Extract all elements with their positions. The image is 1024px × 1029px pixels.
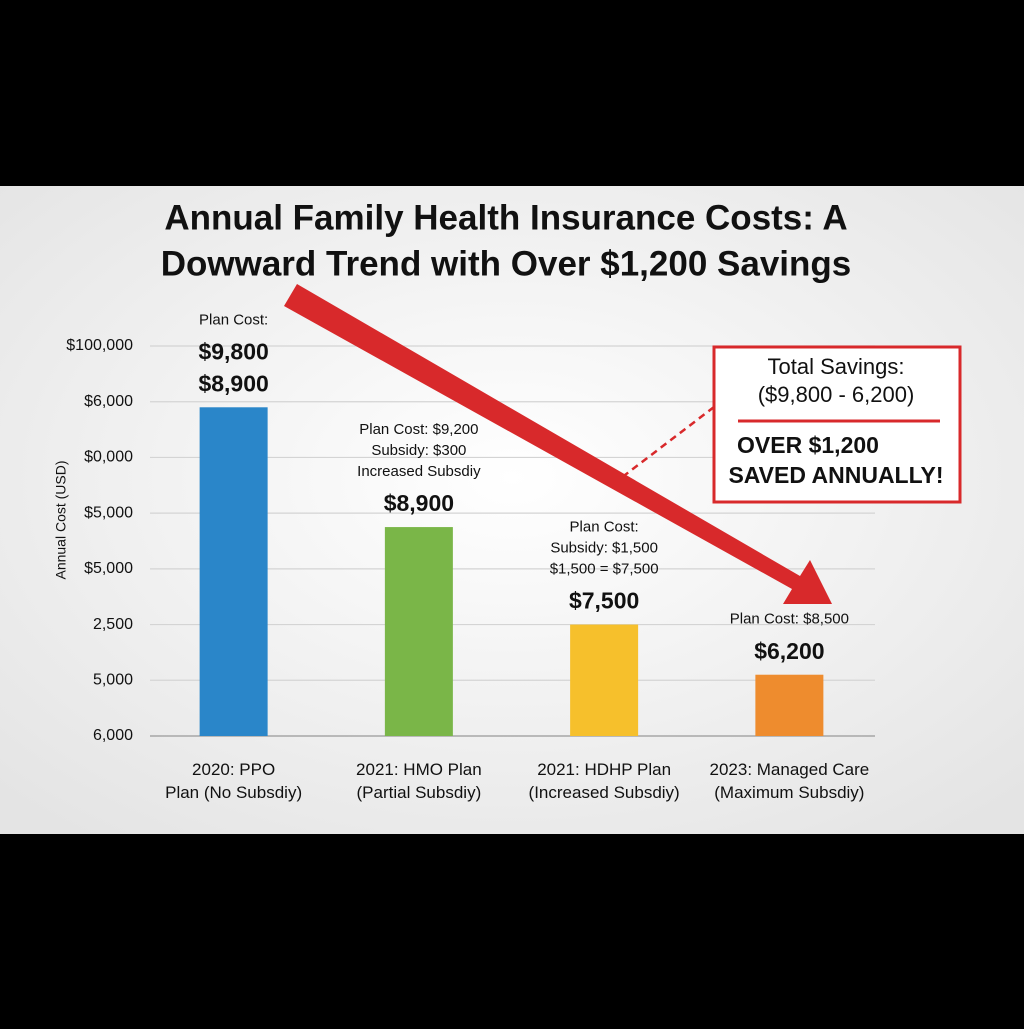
x-tick-label: 2023: Managed Care (Maximum Subsdiy) (710, 760, 870, 802)
savings-formula: ($9,800 - 6,200) (758, 382, 915, 407)
bar (570, 624, 639, 736)
y-tick-label: $0,000 (84, 449, 133, 466)
savings-line: OVER $1,200 (737, 432, 879, 458)
y-tick-label: $5,000 (84, 504, 133, 521)
y-axis-label: Annual Cost (USD) (53, 460, 69, 579)
bar-amount: $8,900 (198, 370, 268, 396)
y-tick-label: $5,000 (84, 560, 133, 577)
bar-note: Increased Subsdiy (357, 463, 481, 480)
savings-line: SAVED ANNUALLY! (728, 462, 943, 488)
y-tick-label: 6,000 (93, 727, 133, 744)
bar-note: $1,500 = $7,500 (550, 561, 659, 578)
plot: 6,000 5,000 2,500 $5,000 $5,000 $0,000 $6,000 $… (66, 311, 875, 802)
y-tick-label: 5,000 (93, 672, 133, 689)
savings-title: Total Savings: (768, 354, 905, 379)
x-tick-label: 2021: HDHP Plan (Increased Subsdiy) (529, 760, 680, 802)
bar-amount: $6,200 (754, 638, 824, 664)
dashed-connector (624, 406, 715, 476)
y-tick-label: $100,000 (66, 337, 133, 354)
chart-title: Annual Family Health Insurance Costs: A (164, 198, 847, 237)
panel (0, 186, 1024, 834)
y-tick-label: 2,500 (93, 616, 133, 633)
trend-arrow (284, 284, 832, 604)
x-tick-label: 2020: PPO Plan (No Subsdiy) (165, 760, 302, 802)
chart-subtitle: Dowward Trend with Over $1,200 Savings (161, 244, 852, 283)
bar-amount: $8,900 (384, 490, 454, 516)
y-tick-label: $6,000 (84, 393, 133, 410)
bar-note: Subsidy: $1,500 (550, 540, 658, 557)
bar (199, 407, 268, 736)
bar-note: Plan Cost: $9,200 (359, 421, 478, 438)
bar-note: Subsidy: $300 (371, 442, 466, 459)
bar-amount: $9,800 (198, 338, 268, 364)
savings-box (712, 345, 962, 504)
x-tick-label: 2021: HMO Plan (Partial Subsdiy) (356, 760, 482, 802)
bar-note: Plan Cost: (199, 311, 268, 328)
bar (384, 527, 453, 736)
bar-note: Plan Cost: (570, 519, 639, 536)
bar (755, 674, 824, 736)
bar-note: Plan Cost: $8,500 (730, 611, 849, 628)
bar-amount: $7,500 (569, 588, 639, 614)
